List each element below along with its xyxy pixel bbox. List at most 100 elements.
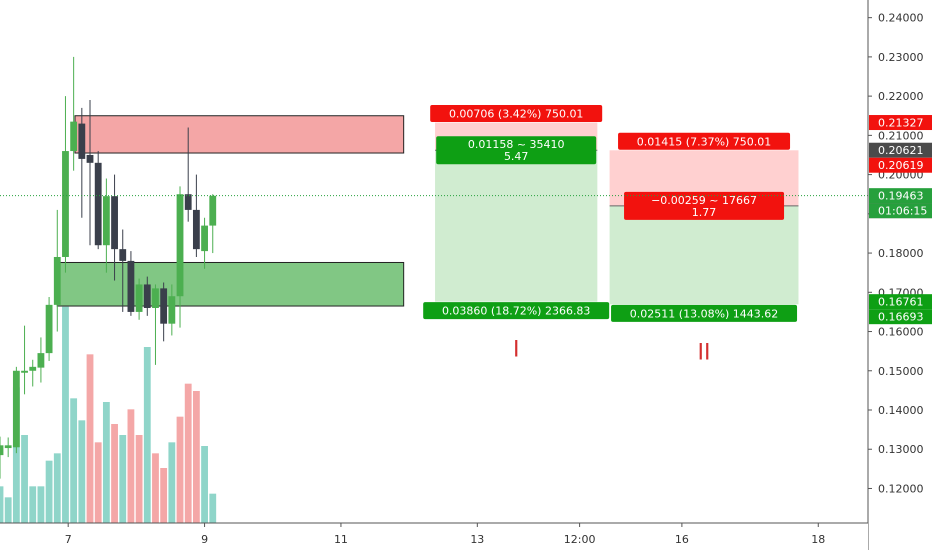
price-tick-label: 0.15000 [878, 365, 924, 378]
candles [0, 56, 217, 479]
position-1-target-label-bg [423, 302, 610, 320]
candle-body [160, 288, 168, 324]
volume-bar [119, 435, 127, 523]
candle-body [176, 194, 184, 297]
time-axis-bg [0, 523, 868, 550]
candle [37, 337, 45, 383]
volume-bar [111, 424, 118, 523]
price-tag-bg [869, 115, 932, 131]
candle-body [152, 288, 159, 308]
price-tick-label: 0.13000 [878, 443, 924, 456]
candle [12, 366, 20, 454]
candle [201, 217, 208, 269]
support-zone [56, 261, 405, 307]
position-2-target-label-text: 0.02511 (13.08%) 1443.62 [630, 307, 779, 320]
candle [53, 209, 61, 332]
price-tag-bg [869, 294, 932, 310]
price-tick-label: 0.12000 [878, 482, 924, 495]
candle [45, 297, 53, 361]
position-2-entry-label-text: −0.00259 ~ 17667 [651, 194, 757, 207]
position-2-stop-label: 0.01415 (7.37%) 750.01 [618, 132, 791, 150]
candle [111, 174, 118, 281]
position-2-entry-label-text: 1.77 [692, 206, 717, 219]
candle-body [119, 249, 127, 261]
volume-bar [127, 409, 135, 523]
price-tick-label: 0.21000 [878, 129, 924, 142]
price-tag-bg [869, 142, 932, 158]
position-1-stop-label: 0.00706 (3.42%) 750.01 [430, 105, 603, 123]
candle-body [102, 196, 110, 246]
volume-bar [135, 435, 143, 523]
volume-bars [0, 306, 217, 523]
candle [160, 282, 168, 342]
volume-bar [176, 416, 184, 523]
price-tag-text: 0.16761 [878, 296, 924, 309]
candle [0, 436, 4, 479]
price-tick-label: 0.23000 [878, 51, 924, 64]
position-1-target-area [435, 150, 598, 302]
price-tick-label: 0.24000 [878, 12, 924, 25]
candle-body [70, 121, 78, 152]
price-tag-text: 0.16693 [878, 311, 924, 324]
candle-body [62, 151, 69, 257]
volume-bar [53, 453, 61, 523]
countdown-bg [869, 203, 932, 219]
candle [192, 174, 200, 257]
time-tick-label: 7 [65, 533, 72, 546]
candle [209, 194, 217, 254]
volume-bar [37, 486, 45, 523]
price-tag-bg [869, 309, 932, 325]
price-tick-label: 0.22000 [878, 90, 924, 103]
volume-bar [192, 391, 200, 523]
volume-bar [152, 453, 159, 523]
volume-bar [45, 460, 53, 523]
position-1-entry-label-text: 5.47 [504, 150, 529, 163]
candle [168, 284, 176, 336]
candle-body [12, 370, 20, 448]
volume-bar [4, 497, 12, 523]
volume-bar [201, 446, 208, 523]
candle-body [184, 194, 192, 210]
volume-bar [143, 347, 151, 523]
price-axis-bg [868, 0, 932, 550]
candle-body [86, 154, 94, 163]
candle-body [143, 284, 151, 308]
position-1-entry-label-bg [436, 136, 597, 165]
position-1-stop-label-bg [430, 105, 603, 123]
candle-body [37, 353, 45, 368]
volume-bar [12, 387, 20, 523]
candle-body [135, 284, 143, 312]
volume-bar [160, 468, 168, 523]
volume-bar [70, 398, 78, 523]
volume-bar [62, 306, 69, 523]
position-2-target-label: 0.02511 (13.08%) 1443.62 [611, 304, 798, 322]
time-tick-label: 16 [675, 533, 689, 546]
candle-body [4, 445, 12, 449]
candle-body [29, 366, 37, 371]
position-1-entry-label-text: 0.01158 ~ 35410 [468, 138, 565, 151]
candle-body [0, 445, 4, 456]
candle [4, 437, 12, 458]
price-tag-text: 0.19463 [878, 190, 924, 203]
candle [21, 325, 28, 395]
price-tag-text: 0.20621 [878, 144, 924, 157]
time-tick-label: 11 [334, 533, 348, 546]
candle [152, 284, 159, 365]
position-1-roman-label: I [513, 338, 520, 363]
candle [29, 359, 37, 387]
candle [86, 100, 94, 246]
candle-body [94, 162, 102, 246]
countdown-text: 01:06:15 [878, 205, 927, 218]
volume-bar [102, 402, 110, 523]
candle [184, 127, 192, 222]
candle [78, 107, 86, 218]
price-tag-text: 0.20619 [878, 159, 924, 172]
price-tick-label: 0.16000 [878, 326, 924, 339]
position-2-stop-label-text: 0.01415 (7.37%) 750.01 [637, 135, 772, 148]
volume-bar [86, 354, 94, 523]
position-2-target-label-bg [611, 304, 798, 322]
volume-bar [184, 383, 192, 523]
